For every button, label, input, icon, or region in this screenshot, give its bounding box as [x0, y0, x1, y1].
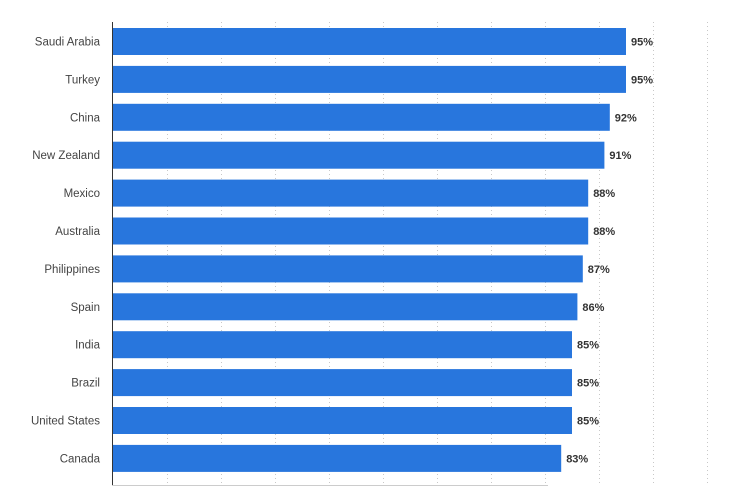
value-label: 85%: [577, 416, 599, 428]
value-label: 83%: [566, 453, 588, 465]
category-label: Mexico: [64, 188, 100, 200]
gridlines: [167, 22, 708, 486]
value-label: 85%: [577, 378, 599, 390]
category-label: Turkey: [65, 74, 100, 86]
value-label: 95%: [631, 37, 653, 49]
category-label: India: [75, 340, 101, 352]
bar: [113, 407, 572, 434]
category-label: China: [70, 112, 101, 124]
category-labels: Saudi Arabia Turkey China New Zealand Mexico…: [31, 37, 101, 466]
category-label: Spain: [71, 302, 100, 314]
value-label: 88%: [593, 188, 615, 200]
category-label: Philippines: [44, 264, 100, 276]
category-label: Saudi Arabia: [35, 37, 101, 49]
category-label: United States: [31, 416, 100, 428]
category-label: New Zealand: [32, 150, 100, 162]
bar: [113, 444, 562, 472]
bar: [113, 255, 583, 283]
bar: [113, 293, 578, 321]
bar: [113, 65, 626, 93]
bar: [113, 179, 589, 207]
value-label: 91%: [609, 150, 631, 162]
value-label: 88%: [593, 226, 615, 238]
category-label: Australia: [55, 226, 100, 238]
bar: [113, 331, 572, 359]
bar: [113, 369, 572, 397]
value-label: 87%: [588, 264, 610, 276]
bar: [113, 217, 589, 245]
value-label: 95%: [631, 74, 653, 86]
bar: [113, 141, 605, 169]
value-label: 85%: [577, 340, 599, 352]
value-label: 86%: [582, 302, 604, 314]
bar: [113, 103, 610, 131]
category-label: Canada: [60, 453, 101, 465]
bar: [113, 28, 626, 55]
bars: [113, 28, 626, 472]
category-label: Brazil: [71, 378, 100, 390]
value-labels: 95% 95% 92% 91% 88% 88% 87% 86% 85% 85% 85% 83%: [566, 37, 653, 466]
value-label: 92%: [615, 112, 637, 124]
